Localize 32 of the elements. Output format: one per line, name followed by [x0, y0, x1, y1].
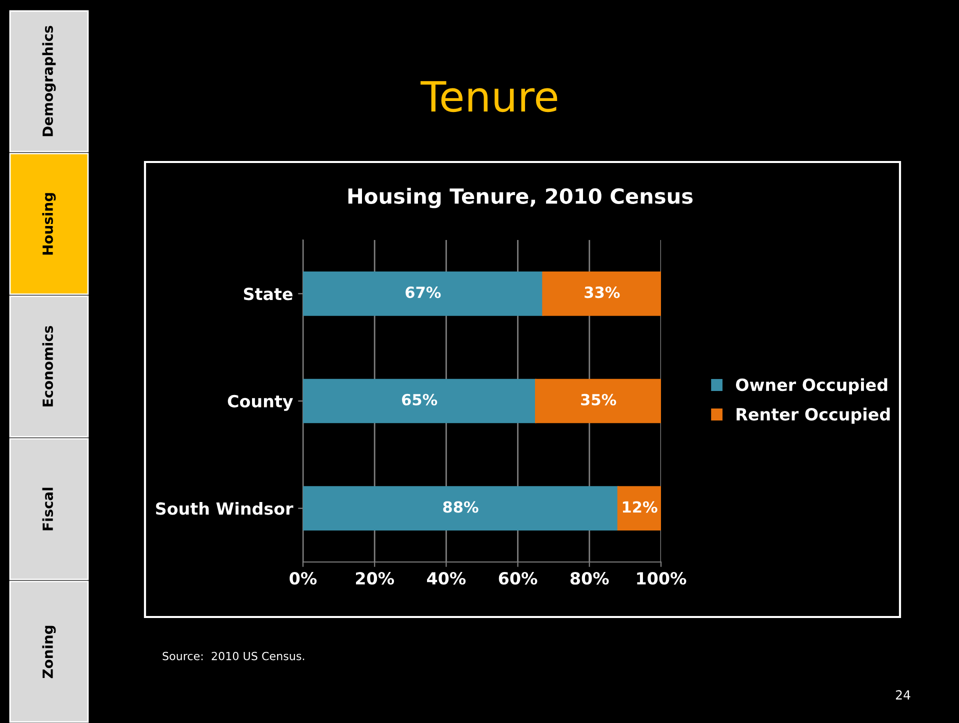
- source-note: Source: 2010 US Census.: [162, 652, 304, 660]
- x-tick-label: 80%: [570, 572, 609, 585]
- x-tick-label: 60%: [498, 572, 538, 585]
- data-label: 88%: [443, 501, 478, 513]
- chart-subtitle: Housing Tenure, 2010 Census: [348, 188, 693, 208]
- text: Fiscal: [42, 488, 54, 530]
- x-tick-label: 40%: [427, 572, 466, 585]
- data-label: 12%: [622, 501, 658, 513]
- data-label: 35%: [581, 394, 616, 406]
- bar: [535, 378, 661, 424]
- bar: [617, 486, 661, 530]
- y-tick-label: County: [228, 394, 293, 411]
- y-tick-label: State: [244, 288, 292, 300]
- bar: [303, 272, 544, 316]
- bar: [542, 272, 661, 316]
- data-label: 33%: [584, 286, 620, 298]
- y-tick-label: South Windsor: [156, 502, 294, 515]
- chart-title: Tenure: [420, 81, 558, 112]
- text: 24: [896, 690, 910, 700]
- x-tick-label: 100%: [637, 572, 686, 585]
- x-tick-label: 20%: [356, 572, 394, 585]
- legend-label: Renter Occupied: [736, 408, 890, 424]
- text: Demographics: [42, 26, 56, 136]
- bar: [303, 486, 619, 530]
- bar: [303, 378, 536, 424]
- text: Economics: [42, 326, 54, 406]
- x-tick-label: 0%: [290, 572, 317, 585]
- legend-label: Owner Occupied: [736, 378, 888, 394]
- text: Housing: [42, 193, 56, 255]
- text: Zoning: [42, 626, 56, 678]
- data-label: 67%: [406, 286, 441, 298]
- data-label: 65%: [402, 394, 438, 406]
